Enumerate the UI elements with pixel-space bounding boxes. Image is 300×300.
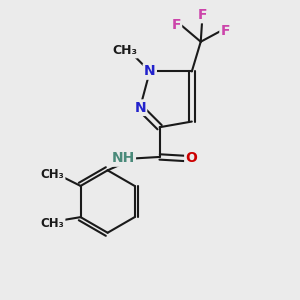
Text: CH₃: CH₃ [112, 44, 137, 57]
Text: NH: NH [111, 152, 135, 165]
Text: F: F [197, 8, 207, 22]
Text: CH₃: CH₃ [40, 167, 64, 181]
Text: N: N [134, 101, 146, 115]
Text: F: F [171, 18, 181, 32]
Text: F: F [221, 24, 230, 38]
Text: N: N [144, 64, 156, 79]
Text: O: O [185, 152, 197, 165]
Text: CH₃: CH₃ [40, 217, 64, 230]
